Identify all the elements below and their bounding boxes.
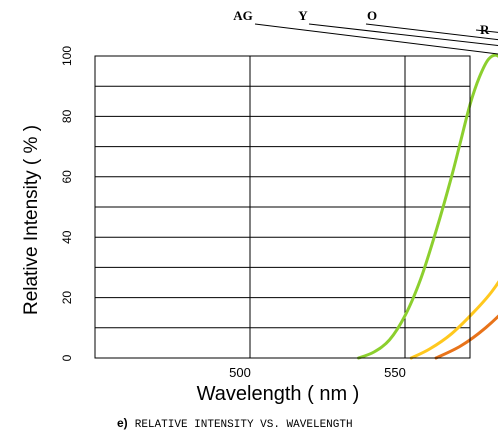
y-tick-label: 20 [60,291,74,305]
chart-caption: e) RELATIVE INTENSITY VS. WAVELENGTH [117,416,353,431]
x-tick-label: 500 [229,365,251,380]
series-leader-o [365,23,498,41]
series-label-r: R [480,22,490,37]
y-axis-label: Relative Intensity ( % ) [21,125,42,315]
caption-prefix: e) [117,416,128,430]
series-line-ag [357,53,498,360]
series-labels: AG Y O R [233,8,498,55]
y-tick-label: 40 [60,230,74,244]
y-tick-label: 60 [60,170,74,184]
plot-grid [95,56,470,358]
tick-labels: 500550600650700020406080100 [60,46,406,380]
x-axis-label: Wavelength ( nm ) [197,383,360,405]
series-curves [357,53,498,360]
series-leader-y [308,23,498,47]
y-tick-label: 0 [60,354,74,361]
plot-frame [94,55,471,359]
series-label-o: O [367,8,377,23]
y-tick-label: 100 [60,46,74,66]
series-leader-ag [254,23,498,55]
series-label-y: Y [298,8,308,23]
y-tick-label: 80 [60,109,74,123]
caption-text: RELATIVE INTENSITY VS. WAVELENGTH [135,419,353,431]
series-label-ag: AG [233,8,253,23]
series-line-y [409,280,498,360]
x-tick-label: 550 [384,365,406,380]
